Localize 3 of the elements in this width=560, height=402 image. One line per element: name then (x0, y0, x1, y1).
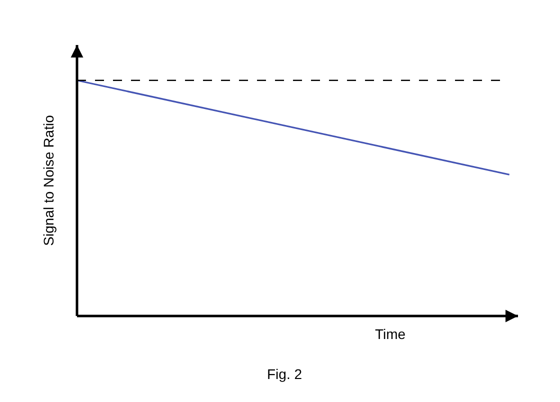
caption: Fig. 2 (267, 366, 302, 382)
x-axis-title: Time (375, 326, 406, 342)
y-axis-title: Signal to Noise Ratio (40, 114, 57, 246)
